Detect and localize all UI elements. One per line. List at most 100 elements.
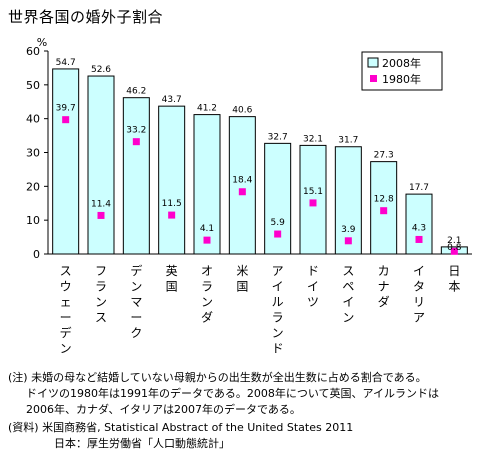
legend-swatch-2008	[367, 57, 379, 68]
category-label: ドイツ	[307, 264, 319, 309]
category-label-char: ェ	[60, 295, 72, 309]
bar-2008	[228, 116, 256, 255]
category-label-char: ウ	[60, 280, 72, 294]
category-label-char: ン	[201, 295, 213, 309]
bar-2008	[52, 68, 80, 255]
category-label-char: デ	[60, 325, 72, 340]
category-label-char: ス	[95, 311, 107, 325]
category-label-char: イ	[342, 295, 354, 309]
y-tick-label: 0	[33, 248, 40, 261]
legend: 2008年 1980年	[361, 51, 443, 91]
category-label-char: ラ	[95, 280, 107, 294]
category-label-char: ー	[60, 311, 72, 325]
category-label-char: 英	[166, 264, 178, 278]
y-axis-unit: %	[37, 36, 47, 49]
note-line-2: ドイツの1980年は1991年のデータである。2008年について英国、アイルラン…	[26, 387, 439, 400]
data-label-1980: 0.8	[447, 243, 462, 253]
legend-box	[361, 51, 443, 91]
marker-1980	[274, 230, 282, 238]
marker-1980	[380, 207, 388, 215]
data-label-1980: 12.8	[374, 195, 394, 205]
bars-2008	[52, 68, 468, 255]
data-labels: 54.7 39.7 52.6 11.4 46.2 33.2 43.7 11.5 41.2 4.1 4…	[56, 58, 462, 253]
category-label: 英国	[166, 264, 178, 294]
marker-1980	[450, 247, 458, 255]
bar-2008	[122, 97, 150, 255]
bar-2008	[87, 75, 115, 255]
y-tick-label: 10	[26, 214, 40, 227]
y-tick-label: 40	[26, 113, 40, 126]
data-label-2008: 2.1	[447, 236, 461, 246]
category-label-char: ル	[272, 295, 284, 309]
category-label-char: ク	[130, 326, 142, 340]
category-label-char: マ	[130, 295, 142, 309]
category-label-char: 日	[448, 264, 460, 278]
data-label-2008: 32.7	[268, 132, 288, 142]
source-line-1: (資料) 米国商務省, Statistical Abstract of the …	[8, 421, 354, 434]
marker-1980	[168, 211, 176, 219]
category-label-char: ア	[413, 311, 425, 325]
category-label-char: デ	[130, 263, 142, 278]
data-label-1980: 15.1	[303, 187, 323, 197]
bar-2008	[405, 193, 433, 255]
data-label-1980: 4.3	[412, 223, 426, 233]
category-label: デンマーク	[130, 263, 142, 340]
legend-label-2008: 2008年	[382, 56, 421, 70]
axes: 0 10 20 30 40 50 60%	[26, 36, 472, 261]
source-line-2: 日本：厚生労働省「人口動態統計」	[54, 437, 230, 450]
marker-1980	[62, 116, 70, 124]
marker-1980	[344, 237, 352, 245]
data-label-2008: 27.3	[374, 151, 394, 161]
category-label-char: ツ	[307, 295, 319, 309]
y-tick-label: 30	[26, 147, 40, 160]
category-label: オランダ	[201, 264, 213, 325]
category-label: アイルランド	[272, 264, 284, 356]
category-label-char: イ	[413, 264, 425, 278]
data-label-2008: 32.1	[303, 134, 323, 144]
category-label-char: カ	[378, 264, 390, 278]
data-label-1980: 3.9	[341, 225, 356, 235]
data-label-2008: 43.7	[162, 95, 182, 105]
data-label-2008: 17.7	[409, 183, 429, 193]
data-label-1980: 33.2	[126, 126, 146, 136]
data-label-2008: 41.2	[197, 104, 217, 114]
category-label-char: ナ	[378, 280, 390, 294]
category-label-char: ダ	[201, 310, 213, 325]
category-label-char: ラ	[272, 311, 284, 325]
category-label: イタリア	[413, 264, 425, 325]
legend-swatch-1980	[370, 75, 377, 82]
data-label-1980: 4.1	[200, 224, 214, 234]
data-label-1980: 11.5	[162, 199, 182, 209]
category-label-char: 国	[166, 280, 178, 294]
category-label: スウェーデン	[60, 264, 72, 356]
category-label-char: 米	[236, 264, 248, 278]
category-label-char: ン	[95, 295, 107, 309]
category-label-char: ダ	[378, 294, 390, 309]
category-label: 日本	[448, 264, 460, 294]
category-label-char: 国	[236, 280, 248, 294]
data-label-1980: 5.9	[271, 218, 286, 228]
category-label-char: イ	[272, 280, 284, 294]
data-label-2008: 46.2	[126, 87, 146, 97]
marker-1980	[203, 236, 211, 244]
category-label-char: ン	[60, 342, 72, 356]
legend-label-1980: 1980年	[382, 72, 421, 86]
category-label-char: ン	[130, 280, 142, 294]
category-label-char: ラ	[201, 280, 213, 294]
chart-title: 世界各国の婚外子割合	[8, 8, 164, 26]
category-label-char: ペ	[342, 280, 354, 294]
marker-1980	[415, 235, 423, 243]
marker-1980	[309, 199, 317, 207]
y-tick-label: 20	[26, 180, 40, 193]
category-label: スペイン	[342, 264, 354, 325]
category-label-char: タ	[413, 280, 425, 294]
data-label-2008: 40.6	[232, 106, 252, 116]
data-label-1980: 18.4	[232, 176, 252, 186]
category-label-char: ス	[60, 264, 72, 278]
category-label-char: リ	[413, 295, 425, 309]
bar-2008	[334, 146, 362, 255]
category-label-char: ド	[272, 342, 284, 356]
data-label-2008: 31.7	[338, 136, 358, 146]
y-tick-label: 50	[26, 79, 40, 92]
